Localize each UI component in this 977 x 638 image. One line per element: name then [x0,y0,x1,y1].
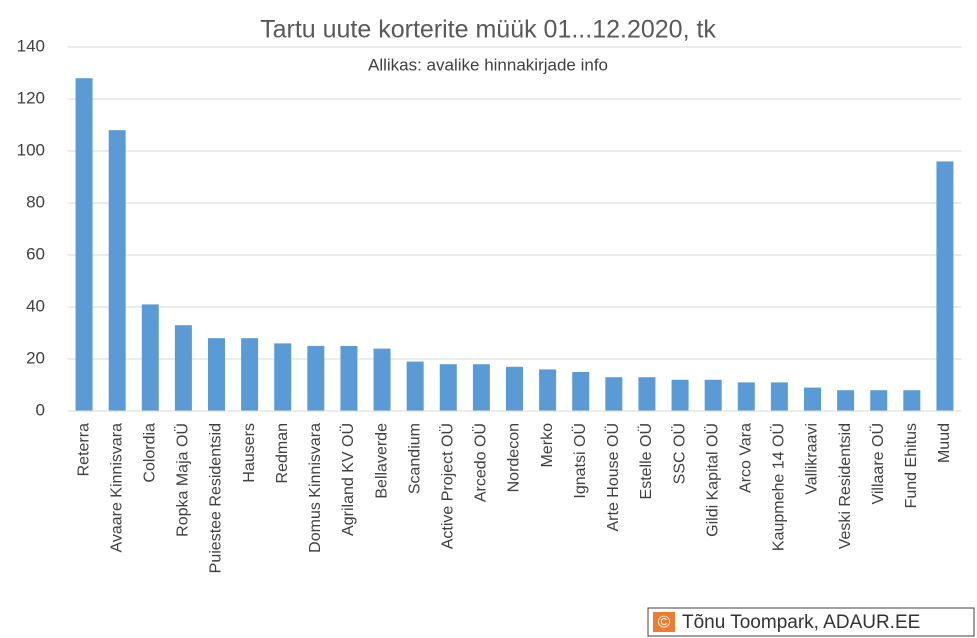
x-tick-label: Arco Vara [737,423,754,493]
x-tick-label: Nordecon [506,423,523,492]
bar [406,361,424,411]
bar [804,387,821,411]
bar [903,390,921,411]
x-tick-label: Fund Ehitus [903,423,920,508]
x-tick-label: SSC OÜ [670,423,688,484]
bar [605,377,623,411]
chart-title: Tartu uute korterite müük 01...12.2020, … [260,16,716,44]
x-tick-label: Kaupmehe 14 OÜ [770,423,788,551]
bar [141,304,159,411]
bar [340,346,358,411]
bar [307,346,325,411]
bar [737,382,755,411]
x-tick-label: Gildi Kapital OÜ [703,423,721,537]
bar [770,382,788,411]
x-tick-label: Hausers [241,423,258,483]
bar [870,390,888,411]
bar [241,338,259,411]
x-tick-label: Domus Kinnisvara [307,423,324,553]
bar [572,372,590,411]
bar [472,364,490,411]
y-tick-label: 120 [17,88,45,107]
bar [208,338,225,411]
x-tick-label: Active Project OÜ [438,423,456,549]
x-tick-label: Bellaverde [373,423,390,499]
x-tick-label: Estelle OÜ [637,423,655,499]
bar [704,379,722,411]
x-tick-label: Agriland KV OÜ [339,423,357,536]
bar [439,364,457,411]
bar [936,161,954,411]
x-tick-label: Colordia [141,423,158,483]
bar [638,377,656,411]
y-tick-label: 140 [17,36,45,55]
x-tick-label: Puiestee Residentsid [208,423,225,573]
x-tick-label: Avaare Kinnisvara [108,423,125,553]
credit-icon [653,612,675,632]
x-tick-label: Arte House OÜ [604,423,622,531]
bar [174,325,192,411]
bar [506,366,523,411]
x-tick-label: Merko [539,423,556,468]
x-tick-label: Scandium [406,423,423,494]
credit-text: Tõnu Toompark, ADAUR.EE [682,612,920,633]
bar [75,78,93,411]
bar [837,390,855,411]
x-tick-label: Arcedo OÜ [472,423,490,502]
x-tick-label: Reterra [75,423,92,476]
bar [108,130,126,411]
y-tick-label: 20 [26,348,45,367]
credit-box [647,607,975,637]
x-tick-label: Muud [936,423,953,463]
credit-symbol: © [658,612,671,631]
x-tick-label: Veski Residentsid [837,423,854,549]
credit: © Tõnu Toompark, ADAUR.EE [647,607,975,637]
y-tick-label: 80 [26,192,45,211]
x-tick-label: Redman [274,423,291,483]
x-tick-label: Villaare OÜ [869,423,887,505]
bar [671,379,689,411]
x-tick-label: Ropka Maja OÜ [174,423,192,537]
x-tick-label: Ignatsi OÜ [571,423,589,499]
bar [274,343,292,411]
bar [539,369,557,411]
y-tick-label: 40 [26,296,45,315]
y-tick-label: 60 [26,244,45,263]
chart-subtitle: Allikas: avalike hinnakirjade info [368,55,608,74]
bar [373,348,391,411]
y-tick-label: 100 [17,140,45,159]
x-tick-label: Vallikraavi [804,423,821,495]
y-tick-label: 0 [36,400,45,419]
